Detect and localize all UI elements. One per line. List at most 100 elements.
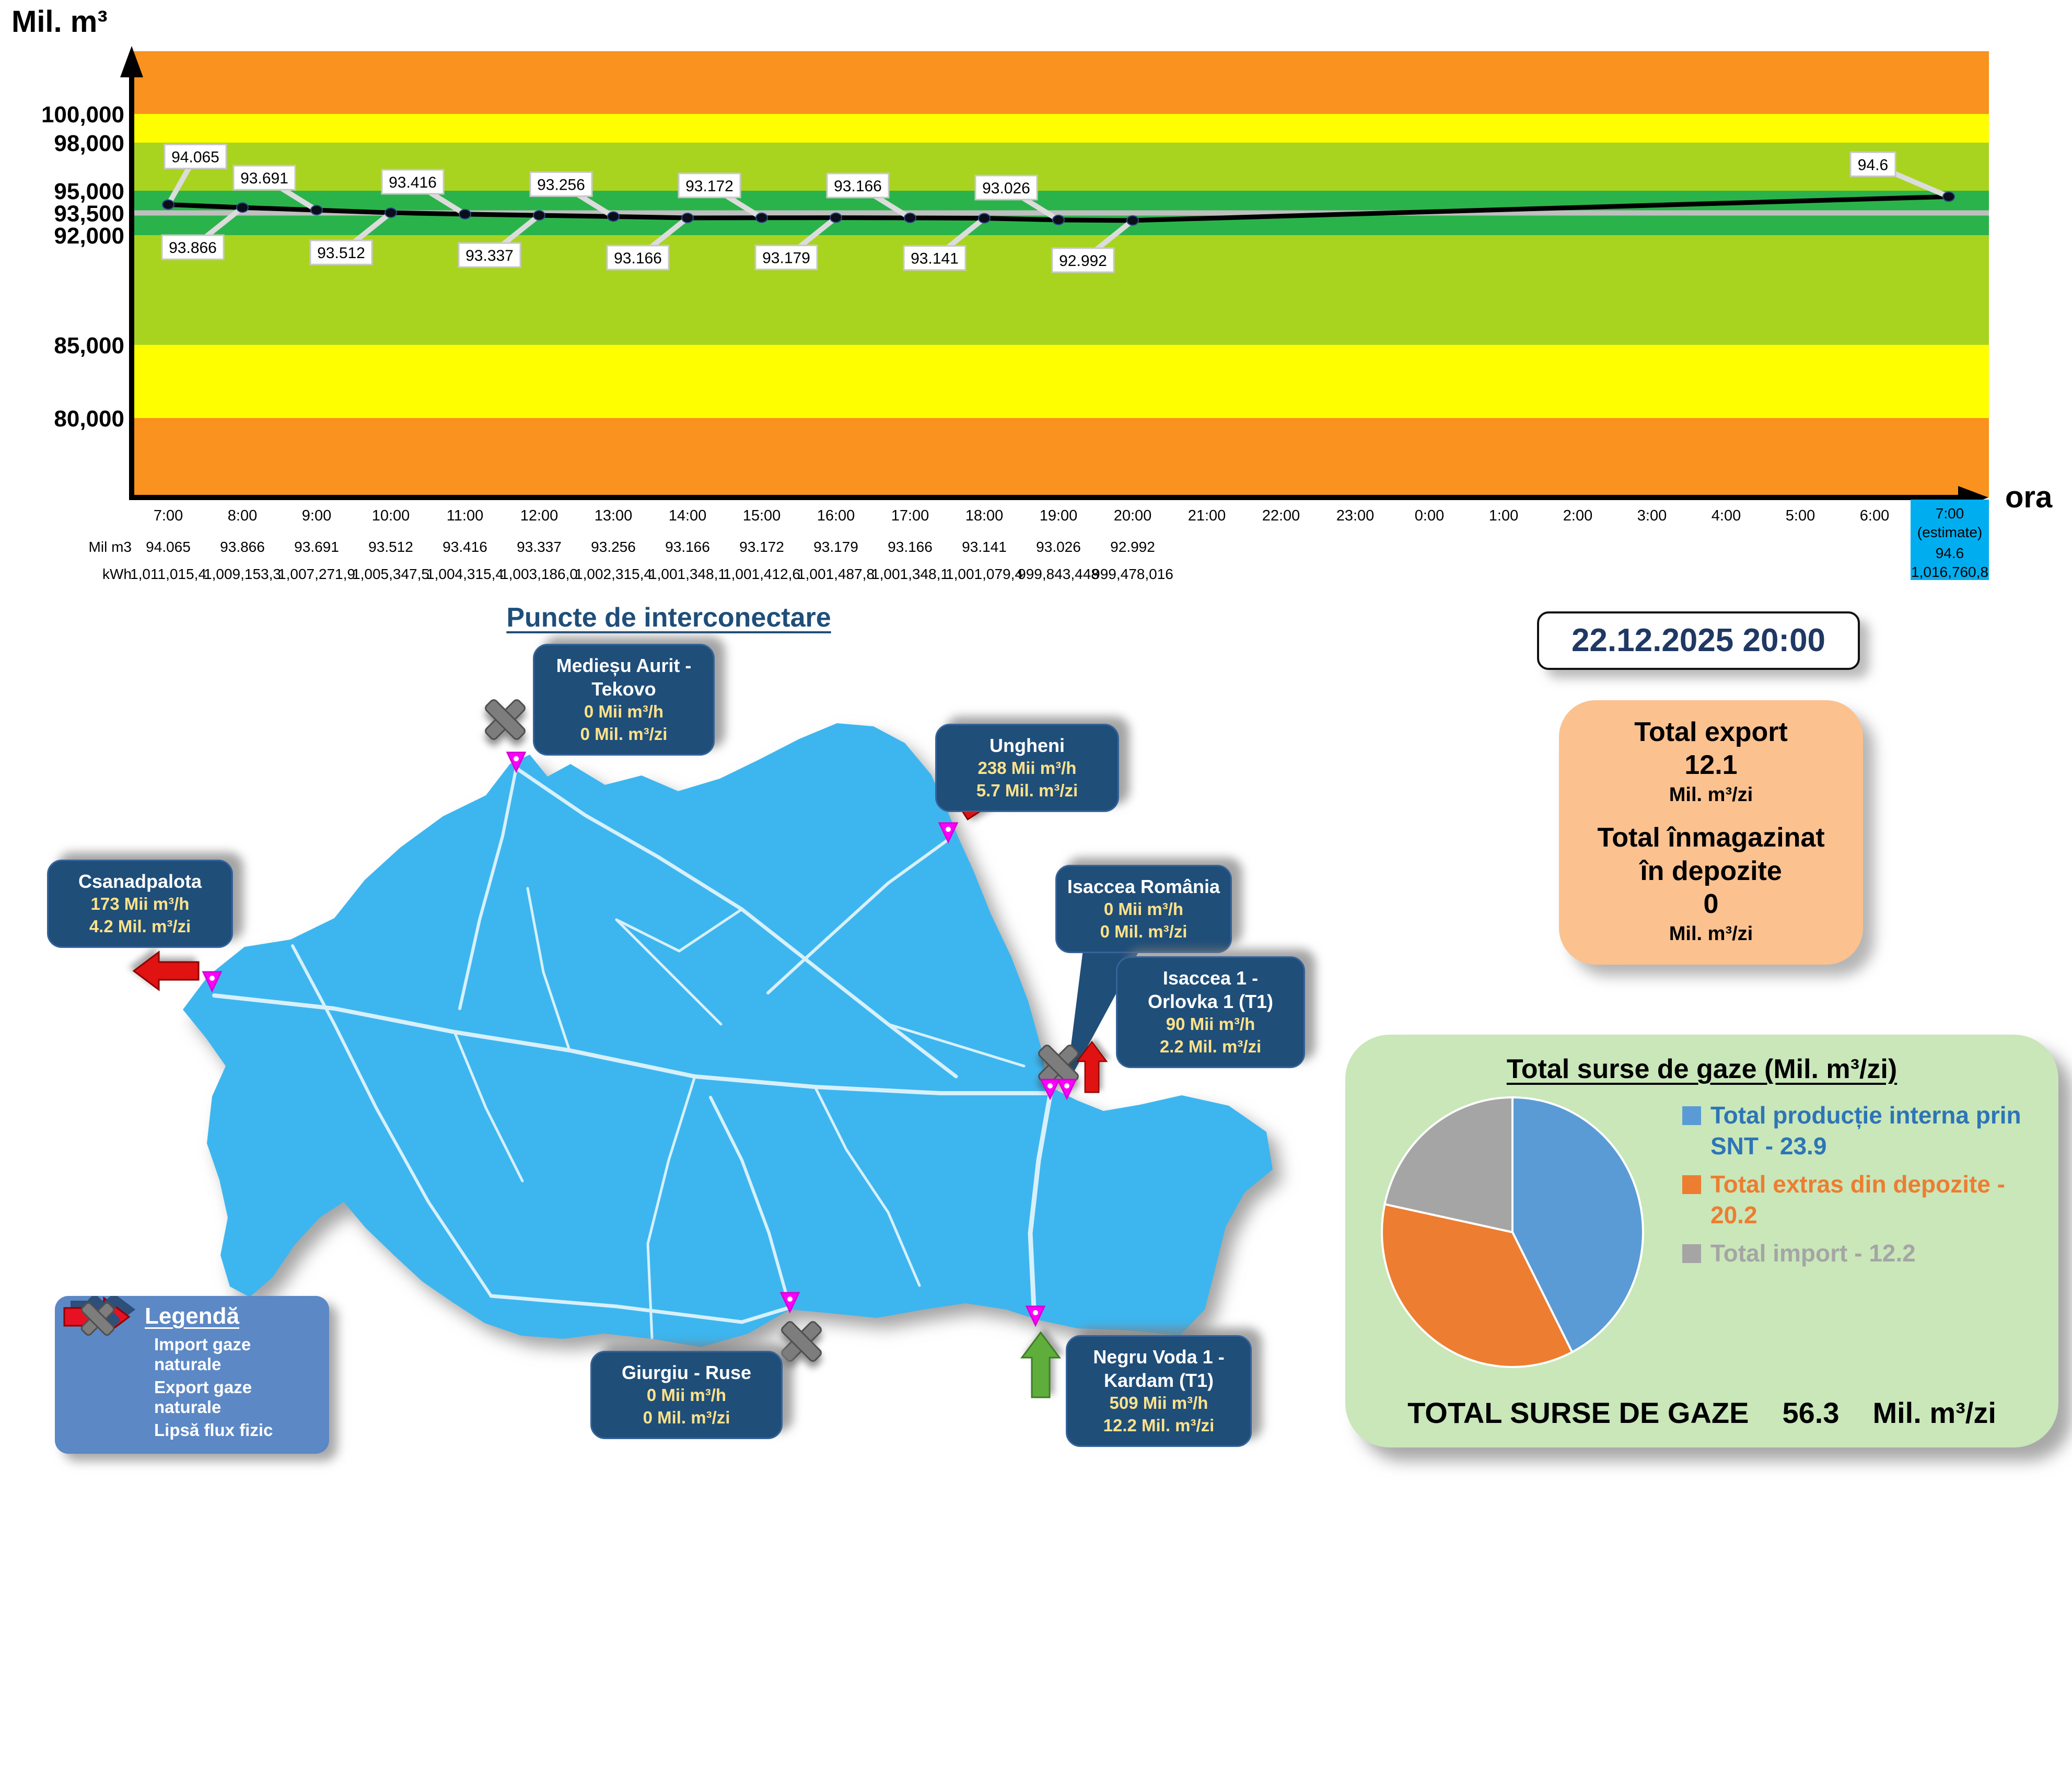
x-tick-label: 17:00	[891, 507, 929, 524]
total-export-label: Total export	[1634, 717, 1788, 747]
x-tick-label: 21:00	[1188, 507, 1226, 524]
chart-band	[132, 345, 1989, 418]
table-cell-kwh: 1,001,487,8	[797, 566, 875, 582]
export-arrow-isaccea	[1076, 1040, 1108, 1093]
x-tick-label: 19:00	[1040, 507, 1078, 524]
border-point-marker-isaccea-1	[1040, 1079, 1061, 1101]
import-arrow-negru-voda	[1020, 1331, 1061, 1398]
point-label-box	[1051, 247, 1115, 273]
x-tick-label: 14:00	[669, 507, 707, 524]
table-row-label: Mil m3	[89, 539, 132, 555]
point-label-box	[1849, 151, 1896, 177]
point-label-box	[381, 169, 445, 195]
data-point	[681, 212, 694, 223]
x-tick-label: 15:00	[743, 507, 781, 524]
table-cell-milm3: 93.416	[443, 539, 487, 555]
storage-level-chart: 94.065 93.866 93.691 93.512 93.416 93.337 93.2…	[41, 46, 1989, 582]
callout-giurgiu-ruse: Giurgiu - Ruse 0 Mii m³/h 0 Mil. m³/zi	[590, 1351, 783, 1439]
point-label: 93.179	[762, 250, 810, 267]
border-point-marker-giurgiu	[779, 1292, 800, 1314]
point-label: 93.256	[537, 176, 585, 193]
point-label: 93.866	[169, 239, 217, 257]
flow-rate-daily: 0 Mil. m³/zi	[643, 1407, 730, 1427]
gray-square-icon	[1682, 1244, 1701, 1263]
table-cell-kwh: 1,011,015,4	[130, 566, 206, 582]
data-point	[1942, 191, 1955, 202]
point-label-box	[754, 245, 818, 271]
x-tick-label: 11:00	[447, 507, 483, 524]
point-label: 93.166	[834, 178, 882, 195]
y-tick-label: 93,500	[54, 201, 124, 227]
export-arrow-csanadpalota	[132, 951, 200, 991]
callout-negru-voda-kardam: Negru Voda 1 - Kardam (T1) 509 Mii m³/h …	[1066, 1335, 1252, 1447]
data-point	[1126, 215, 1139, 226]
y-tick-label: 100,000	[41, 102, 124, 128]
point-label: 94.6	[1858, 156, 1888, 173]
map-legend: Legendă Import gaze naturale Export gaze…	[55, 1296, 329, 1454]
data-point	[1052, 214, 1065, 225]
interconnection-point-name: Medieșu Aurit - Tekovo	[556, 655, 692, 700]
y-axis-arrow	[120, 46, 143, 77]
table-cell-kwh: 1,009,153,3	[204, 566, 281, 582]
table-cell-milm3: 93.141	[962, 539, 1007, 555]
point-label: 93.691	[240, 170, 288, 187]
point-label: 93.512	[317, 245, 365, 262]
sources-total-unit: Mil. m³/zi	[1872, 1396, 1996, 1429]
x-tick-label: 5:00	[1786, 507, 1815, 524]
data-point	[830, 212, 842, 223]
estimate-kwh: 1,016,760,8	[1911, 564, 1988, 580]
sources-title: Total surse de gaze (Mil. m³/zi)	[1506, 1054, 1898, 1084]
legend-item-label: Export gaze naturale	[154, 1377, 252, 1417]
legend-item-label: Import gaze naturale	[154, 1335, 251, 1374]
border-point-marker-negru-voda	[1025, 1305, 1046, 1327]
x-tick-label: 13:00	[595, 507, 633, 524]
table-cell-kwh: 999,478,016	[1092, 566, 1173, 582]
legend-title: Legendă	[145, 1303, 239, 1329]
y-tick-label: 80,000	[54, 406, 124, 432]
flow-rate-hourly: 0 Mii m³/h	[646, 1385, 727, 1405]
point-label-box	[164, 143, 227, 169]
pie-slice-1	[1381, 1203, 1574, 1368]
x-tick-label: 3:00	[1637, 507, 1667, 524]
pie-legend-item-storage: Total extras din depozite - 20.2	[1682, 1169, 2048, 1231]
data-point	[755, 212, 768, 223]
blue-square-icon	[1682, 1106, 1701, 1125]
x-tick-label: 18:00	[965, 507, 1004, 524]
data-point	[978, 213, 991, 224]
callout-isaccea-orlovka: Isaccea 1 - Orlovka 1 (T1) 90 Mii m³/h 2…	[1116, 956, 1305, 1068]
data-point	[904, 212, 916, 223]
pie-legend-label: Total producție interna prin SNT - 23.9	[1710, 1102, 2021, 1160]
point-label-box	[458, 242, 521, 268]
pie-legend: Total producție interna prin SNT - 23.9 …	[1682, 1100, 2048, 1276]
legend-item-export: Export gaze naturale	[63, 1296, 319, 1417]
table-cell-milm3: 92.992	[1110, 539, 1155, 555]
legend-item-import: Import gaze naturale	[63, 1296, 319, 1374]
pie-legend-item-production: Total producție interna prin SNT - 23.9	[1682, 1100, 2048, 1162]
table-cell-milm3: 93.026	[1036, 539, 1081, 555]
pie-legend-label: Total import - 12.2	[1710, 1239, 1916, 1267]
point-label: 93.337	[465, 247, 514, 264]
storage-label-1: Total înmagazinat	[1597, 823, 1825, 853]
storage-value: 0	[1703, 889, 1719, 920]
legend-item-no-flow: Lipsă flux fizic	[65, 1296, 319, 1440]
no-flow-icon	[781, 1321, 822, 1362]
point-label: 93.141	[911, 250, 959, 268]
interconnection-point-name: Giurgiu - Ruse	[621, 1362, 751, 1383]
flow-rate-hourly: 509 Mii m³/h	[1109, 1393, 1208, 1412]
callout-isaccea-romania: Isaccea România 0 Mii m³/h 0 Mil. m³/zi	[1055, 865, 1232, 953]
x-tick-label: 9:00	[302, 507, 331, 524]
interconnection-point-name: Negru Voda 1 - Kardam (T1)	[1093, 1346, 1225, 1391]
flow-rate-daily: 0 Mil. m³/zi	[580, 724, 668, 744]
point-label-box	[678, 172, 741, 199]
point-label-box	[232, 165, 296, 191]
table-cell-kwh: 1,004,315,4	[426, 566, 504, 582]
flow-rate-daily: 2.2 Mil. m³/zi	[1159, 1036, 1262, 1056]
interconnection-point-name: Isaccea România	[1067, 876, 1220, 897]
x-tick-label: 22:00	[1262, 507, 1300, 524]
orange-square-icon	[1682, 1175, 1701, 1194]
gas-sources-box: Total surse de gaze (Mil. m³/zi) Total p…	[1345, 1035, 2058, 1447]
sources-total-value: 56.3	[1782, 1396, 1840, 1429]
data-point	[310, 205, 323, 216]
totals-box: Total export 12.1 Mil. m³/zi Total înmag…	[1559, 700, 1863, 965]
point-label: 93.026	[982, 180, 1030, 197]
